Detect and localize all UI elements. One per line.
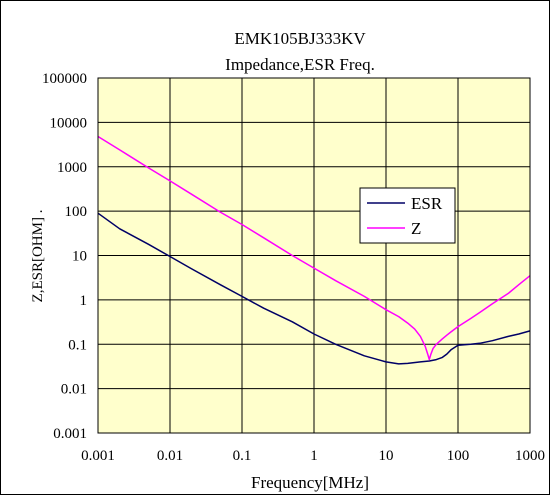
x-axis-label: Frequency[MHz] xyxy=(251,473,369,492)
x-tick-label: 0.01 xyxy=(157,448,183,464)
x-tick-label: 0.001 xyxy=(81,448,115,464)
legend: ESR Z xyxy=(359,187,456,244)
y-tick-label: 10 xyxy=(72,249,87,265)
y-tick-label: 10000 xyxy=(50,115,88,131)
y-tick-label: 0.01 xyxy=(61,382,87,398)
legend-box xyxy=(359,187,456,244)
legend-label-z: Z xyxy=(411,219,421,238)
y-tick-label: 0.001 xyxy=(53,426,87,442)
x-tick-label: 100 xyxy=(447,448,470,464)
x-tick-labels: 0.001 0.01 0.1 1 10 100 1000 xyxy=(81,448,545,464)
y-tick-label: 1 xyxy=(80,293,88,309)
y-tick-label: 0.1 xyxy=(68,337,87,353)
series-line-z xyxy=(97,135,531,361)
x-tick-label: 1000 xyxy=(515,448,545,464)
chart-subtitle: Impedance,ESR Freq. xyxy=(225,55,375,74)
y-tick-label: 1000 xyxy=(57,160,87,176)
x-tick-label: 0.1 xyxy=(233,448,252,464)
plot-border xyxy=(97,77,531,434)
y-axis-label: Z,ESR[OHM] . xyxy=(30,210,46,303)
legend-label-esr: ESR xyxy=(411,194,443,213)
y-tick-label: 100 xyxy=(65,204,88,220)
y-tick-label: 100000 xyxy=(42,71,87,87)
chart-title: EMK105BJ333KV xyxy=(234,29,366,48)
x-tick-label: 10 xyxy=(379,448,394,464)
series-layer xyxy=(97,135,531,365)
x-tick-label: 1 xyxy=(310,448,318,464)
series-line-esr xyxy=(97,212,531,365)
y-tick-labels: 0.001 0.01 0.1 1 10 100 1000 10000 100000 xyxy=(42,71,87,442)
